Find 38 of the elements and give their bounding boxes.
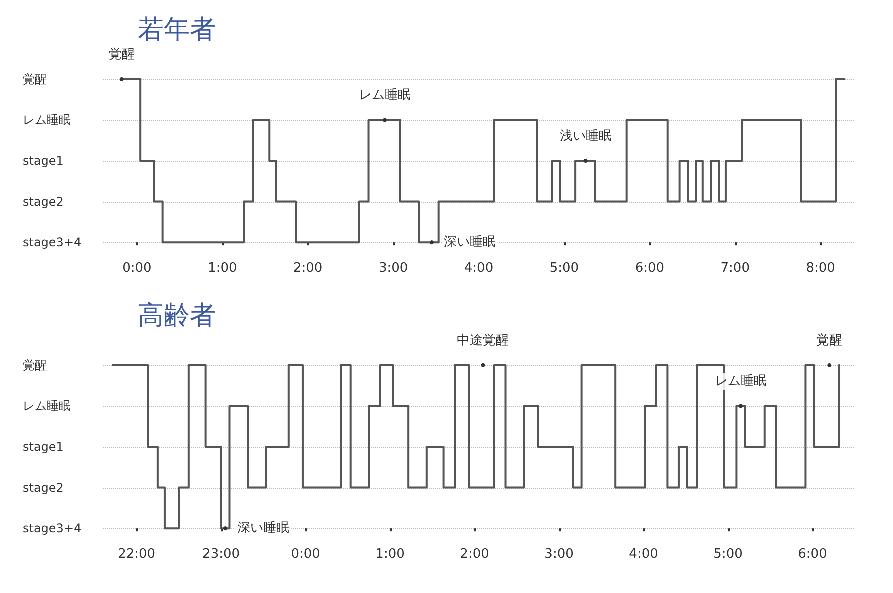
x-tick-label: 22:00	[118, 547, 156, 562]
category-label: stage1	[23, 154, 64, 168]
annotation: 深い睡眠	[444, 235, 496, 250]
x-tick-label: 7:00	[720, 261, 750, 276]
category-label: stage2	[23, 480, 64, 495]
annotation: 深い睡眠	[238, 521, 290, 536]
category-label: stage3+4	[23, 236, 82, 250]
x-tick-label: 5:00	[550, 261, 580, 276]
x-tick-label: 2:00	[293, 261, 323, 276]
category-label: 覚醒	[23, 358, 47, 372]
x-tick-label: 0:00	[291, 547, 320, 562]
category-label: 覚醒	[23, 72, 47, 86]
x-tick-label: 1:00	[208, 261, 238, 276]
x-tick-label: 5:00	[714, 547, 743, 562]
x-tick-label: 23:00	[202, 547, 240, 562]
x-tick-label: 3:00	[378, 261, 408, 276]
x-tick-label: 2:00	[460, 547, 490, 562]
chart-title: 高齢者	[138, 301, 216, 331]
annotation: レム睡眠	[359, 88, 411, 104]
chart-title: 若年者	[138, 15, 216, 45]
category-label: stage3+4	[23, 522, 82, 536]
x-tick-label: 4:00	[464, 261, 494, 276]
x-tick-label: 4:00	[629, 547, 658, 562]
annotation: 覚醒	[816, 333, 843, 348]
category-label: レム睡眠	[23, 113, 71, 128]
x-tick-label: 6:00	[798, 547, 828, 562]
x-tick-label: 8:00	[806, 261, 836, 276]
category-label: stage1	[23, 440, 64, 454]
x-tick-label: 6:00	[635, 261, 665, 276]
x-tick-label: 1:00	[376, 547, 405, 562]
category-label: レム睡眠	[23, 399, 71, 414]
annotation: 浅い睡眠	[560, 129, 612, 144]
annotation: レム睡眠	[714, 374, 767, 390]
annotation: 覚醒	[108, 47, 135, 62]
category-label: stage2	[23, 194, 64, 209]
annotation: 中途覚醒	[457, 333, 510, 348]
x-tick-label: 0:00	[122, 261, 152, 276]
x-tick-label: 3:00	[544, 547, 574, 562]
